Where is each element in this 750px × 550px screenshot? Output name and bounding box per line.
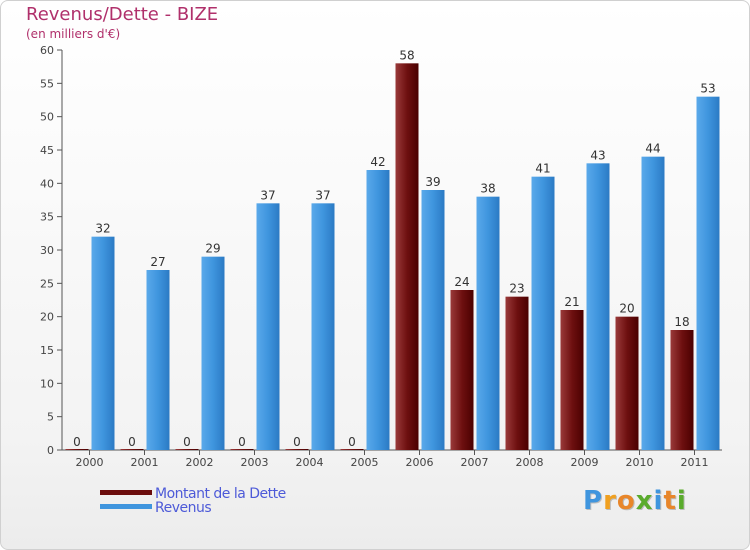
debt-value-label: 20 <box>619 302 634 316</box>
revenus-bar <box>366 170 390 450</box>
logo-letter: t <box>663 486 677 516</box>
revenus-value-label: 37 <box>315 188 330 202</box>
revenus-bar <box>201 256 225 450</box>
legend-label-revenus: Revenus <box>155 500 212 516</box>
revenus-bar <box>421 190 445 450</box>
debt-value-label: 0 <box>183 435 191 449</box>
y-tick-label: 20 <box>40 311 54 324</box>
x-tick-label: 2005 <box>351 456 379 469</box>
debt-value-label: 18 <box>674 315 689 329</box>
debt-value-label: 0 <box>293 435 301 449</box>
x-tick-label: 2008 <box>516 456 544 469</box>
x-tick-label: 2003 <box>241 456 269 469</box>
revenus-bar <box>531 176 555 450</box>
y-tick-label: 35 <box>40 211 54 224</box>
debt-bar <box>560 310 584 450</box>
y-tick-label: 5 <box>47 411 54 424</box>
debt-value-label: 58 <box>399 48 414 62</box>
debt-value-label: 21 <box>564 295 579 309</box>
x-tick-label: 2000 <box>76 456 104 469</box>
debt-bar <box>120 449 144 450</box>
revenus-value-label: 27 <box>150 255 165 269</box>
x-tick-label: 2004 <box>296 456 324 469</box>
revenus-value-label: 32 <box>95 222 110 236</box>
debt-bar <box>285 449 309 450</box>
revenus-value-label: 39 <box>425 175 440 189</box>
x-tick-label: 2011 <box>681 456 709 469</box>
revenus-bar <box>91 236 115 450</box>
debt-bar <box>65 449 89 450</box>
logo-letter: x <box>635 486 654 516</box>
chart-title: Revenus/Dette - BIZE <box>26 4 219 25</box>
y-tick-label: 40 <box>40 177 54 190</box>
revenus-bar <box>256 203 280 450</box>
x-tick-label: 2009 <box>571 456 599 469</box>
revenus-value-label: 43 <box>590 148 605 162</box>
legend-label-debt: Montant de la Dette <box>155 486 286 502</box>
revenus-bar <box>311 203 335 450</box>
y-tick-label: 60 <box>40 44 54 57</box>
revenus-value-label: 42 <box>370 155 385 169</box>
debt-value-label: 0 <box>348 435 356 449</box>
revenus-value-label: 53 <box>700 82 715 96</box>
logo-letter: P <box>583 486 604 516</box>
debt-bar <box>615 316 639 450</box>
logo-letter: o <box>616 486 636 516</box>
revenus-bar <box>586 163 610 451</box>
debt-bar <box>175 449 199 450</box>
debt-value-label: 0 <box>73 435 81 449</box>
debt-value-label: 24 <box>454 275 469 289</box>
debt-value-label: 0 <box>238 435 246 449</box>
revenus-value-label: 38 <box>480 182 495 196</box>
x-tick-label: 2007 <box>461 456 489 469</box>
logo-letter: i <box>653 486 664 516</box>
revenus-value-label: 44 <box>645 142 660 156</box>
y-tick-label: 0 <box>47 444 54 457</box>
revenus-bar <box>476 196 500 450</box>
debt-bar <box>230 449 254 450</box>
y-tick-label: 15 <box>40 344 54 357</box>
revenus-value-label: 41 <box>535 162 550 176</box>
y-tick-label: 50 <box>40 111 54 124</box>
x-tick-label: 2006 <box>406 456 434 469</box>
revenus-value-label: 29 <box>205 242 220 256</box>
debt-bar <box>450 290 474 450</box>
x-tick-label: 2010 <box>626 456 654 469</box>
debt-bar <box>505 296 529 450</box>
y-tick-label: 25 <box>40 277 54 290</box>
logo-letter: r <box>603 486 617 516</box>
y-tick-label: 45 <box>40 144 54 157</box>
revenus-bar <box>146 270 170 450</box>
revenus-bar <box>696 96 720 451</box>
debt-bar <box>395 63 419 450</box>
debt-value-label: 23 <box>509 282 524 296</box>
x-tick-label: 2002 <box>186 456 214 469</box>
y-tick-label: 10 <box>40 377 54 390</box>
chart-subtitle: (en milliers d'€) <box>26 27 121 41</box>
debt-value-label: 0 <box>128 435 136 449</box>
x-tick-label: 2001 <box>131 456 159 469</box>
legend-swatch-revenus <box>100 504 152 509</box>
revenus-bar <box>641 156 665 450</box>
legend-swatch-debt <box>100 490 152 495</box>
y-tick-label: 55 <box>40 77 54 90</box>
debt-bar <box>340 449 364 450</box>
revenus-value-label: 37 <box>260 188 275 202</box>
logo-letter: i <box>676 486 687 516</box>
proxiti-logo: Proxiti <box>583 486 687 516</box>
debt-bar <box>670 330 694 450</box>
y-tick-label: 30 <box>40 244 54 257</box>
